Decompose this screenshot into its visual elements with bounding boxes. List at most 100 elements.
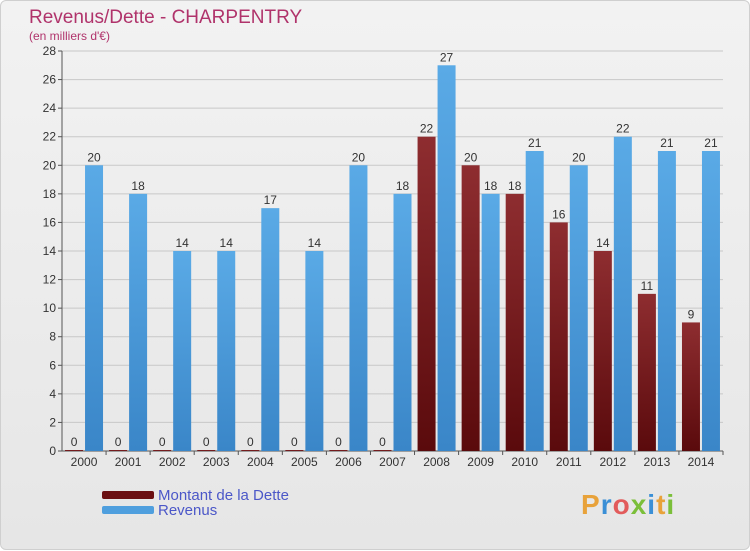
y-tick-label: 14 (43, 244, 57, 258)
x-tick-label: 2005 (291, 455, 318, 469)
bar-revenus (525, 151, 544, 451)
data-label: 18 (484, 179, 498, 193)
bar-dette (637, 293, 656, 451)
data-label: 27 (440, 50, 454, 64)
bar-revenus (393, 193, 412, 451)
y-tick-label: 8 (49, 330, 56, 344)
bar-revenus (85, 165, 104, 452)
data-label: 22 (616, 122, 630, 136)
bar-dette (241, 450, 260, 451)
data-label: 20 (572, 150, 586, 164)
data-label: 0 (379, 435, 386, 449)
data-label: 21 (528, 136, 542, 150)
x-tick-label: 2007 (379, 455, 406, 469)
legend-swatch-dette (102, 491, 154, 499)
data-label: 14 (220, 236, 234, 250)
data-label: 14 (596, 236, 610, 250)
data-label: 20 (352, 150, 366, 164)
legend-item-revenus: Revenus (102, 501, 218, 519)
bar-dette (593, 251, 612, 451)
x-tick-label: 2006 (335, 455, 362, 469)
bar-dette (197, 450, 216, 451)
bar-revenus (261, 208, 280, 451)
bar-revenus (437, 65, 456, 452)
bar-revenus (129, 193, 148, 451)
legend-label-revenus: Revenus (158, 501, 218, 519)
logo-letter: i (647, 489, 657, 520)
data-label: 21 (704, 136, 718, 150)
x-tick-label: 2008 (423, 455, 450, 469)
data-label: 14 (308, 236, 322, 250)
x-tick-label: 2009 (467, 455, 494, 469)
logo-letter: P (581, 489, 601, 520)
bar-dette (373, 450, 392, 451)
data-label: 17 (264, 193, 278, 207)
y-tick-label: 2 (49, 415, 56, 429)
y-tick-label: 18 (43, 187, 57, 201)
bar-dette (329, 450, 348, 451)
x-tick-label: 2012 (599, 455, 626, 469)
data-label: 0 (335, 435, 342, 449)
data-label: 21 (660, 136, 674, 150)
y-tick-label: 6 (49, 358, 56, 372)
bar-dette (109, 450, 128, 451)
y-tick-label: 24 (43, 101, 57, 115)
x-tick-label: 2001 (115, 455, 142, 469)
bar-revenus (569, 165, 588, 452)
x-tick-label: 2000 (71, 455, 98, 469)
data-label: 0 (291, 435, 298, 449)
legend-swatch-revenus (102, 506, 154, 514)
y-tick-label: 10 (43, 301, 57, 315)
x-tick-label: 2011 (556, 455, 582, 469)
bar-dette (417, 136, 436, 451)
x-tick-label: 2010 (511, 455, 538, 469)
legend-label-dette: Montant de la Dette (158, 486, 289, 504)
y-tick-label: 22 (43, 130, 57, 144)
bar-revenus (217, 251, 236, 451)
data-label: 18 (396, 179, 410, 193)
y-tick-label: 26 (43, 73, 57, 87)
y-tick-label: 4 (49, 387, 56, 401)
bar-revenus (173, 251, 192, 451)
data-label: 22 (420, 122, 434, 136)
data-label: 0 (159, 435, 166, 449)
data-label: 0 (115, 435, 122, 449)
data-label: 0 (203, 435, 210, 449)
data-label: 20 (464, 150, 478, 164)
data-label: 16 (552, 207, 566, 221)
x-tick-label: 2002 (159, 455, 186, 469)
data-label: 0 (71, 435, 78, 449)
logo-letter: i (666, 489, 676, 520)
data-label: 9 (688, 307, 695, 321)
bar-revenus (305, 251, 324, 451)
y-tick-label: 12 (43, 273, 57, 287)
bar-dette (505, 193, 524, 451)
data-label: 14 (175, 236, 189, 250)
data-label: 18 (508, 179, 522, 193)
x-tick-label: 2014 (688, 455, 715, 469)
bar-dette (285, 450, 304, 451)
bar-dette (461, 165, 480, 452)
bar-dette (549, 222, 568, 451)
y-tick-label: 20 (43, 158, 57, 172)
logo-letter: o (612, 489, 631, 520)
x-tick-label: 2004 (247, 455, 274, 469)
bar-revenus (657, 151, 676, 451)
x-tick-label: 2013 (644, 455, 671, 469)
bar-revenus (701, 151, 720, 451)
logo-letter: x (630, 489, 648, 520)
y-tick-label: 16 (43, 215, 57, 229)
x-tick-label: 2003 (203, 455, 230, 469)
data-label: 18 (131, 179, 145, 193)
chart-subtitle: (en milliers d'€) (29, 29, 110, 43)
bar-revenus (613, 136, 632, 451)
logo-letter: r (600, 489, 613, 520)
data-label: 0 (247, 435, 254, 449)
chart-title: Revenus/Dette - CHARPENTRY (29, 7, 303, 28)
y-tick-label: 28 (43, 44, 57, 58)
proxiti-logo: Proxiti (581, 489, 675, 521)
legend-item-dette: Montant de la Dette (102, 486, 289, 504)
data-label: 11 (641, 279, 654, 293)
y-tick-label: 0 (49, 444, 56, 458)
